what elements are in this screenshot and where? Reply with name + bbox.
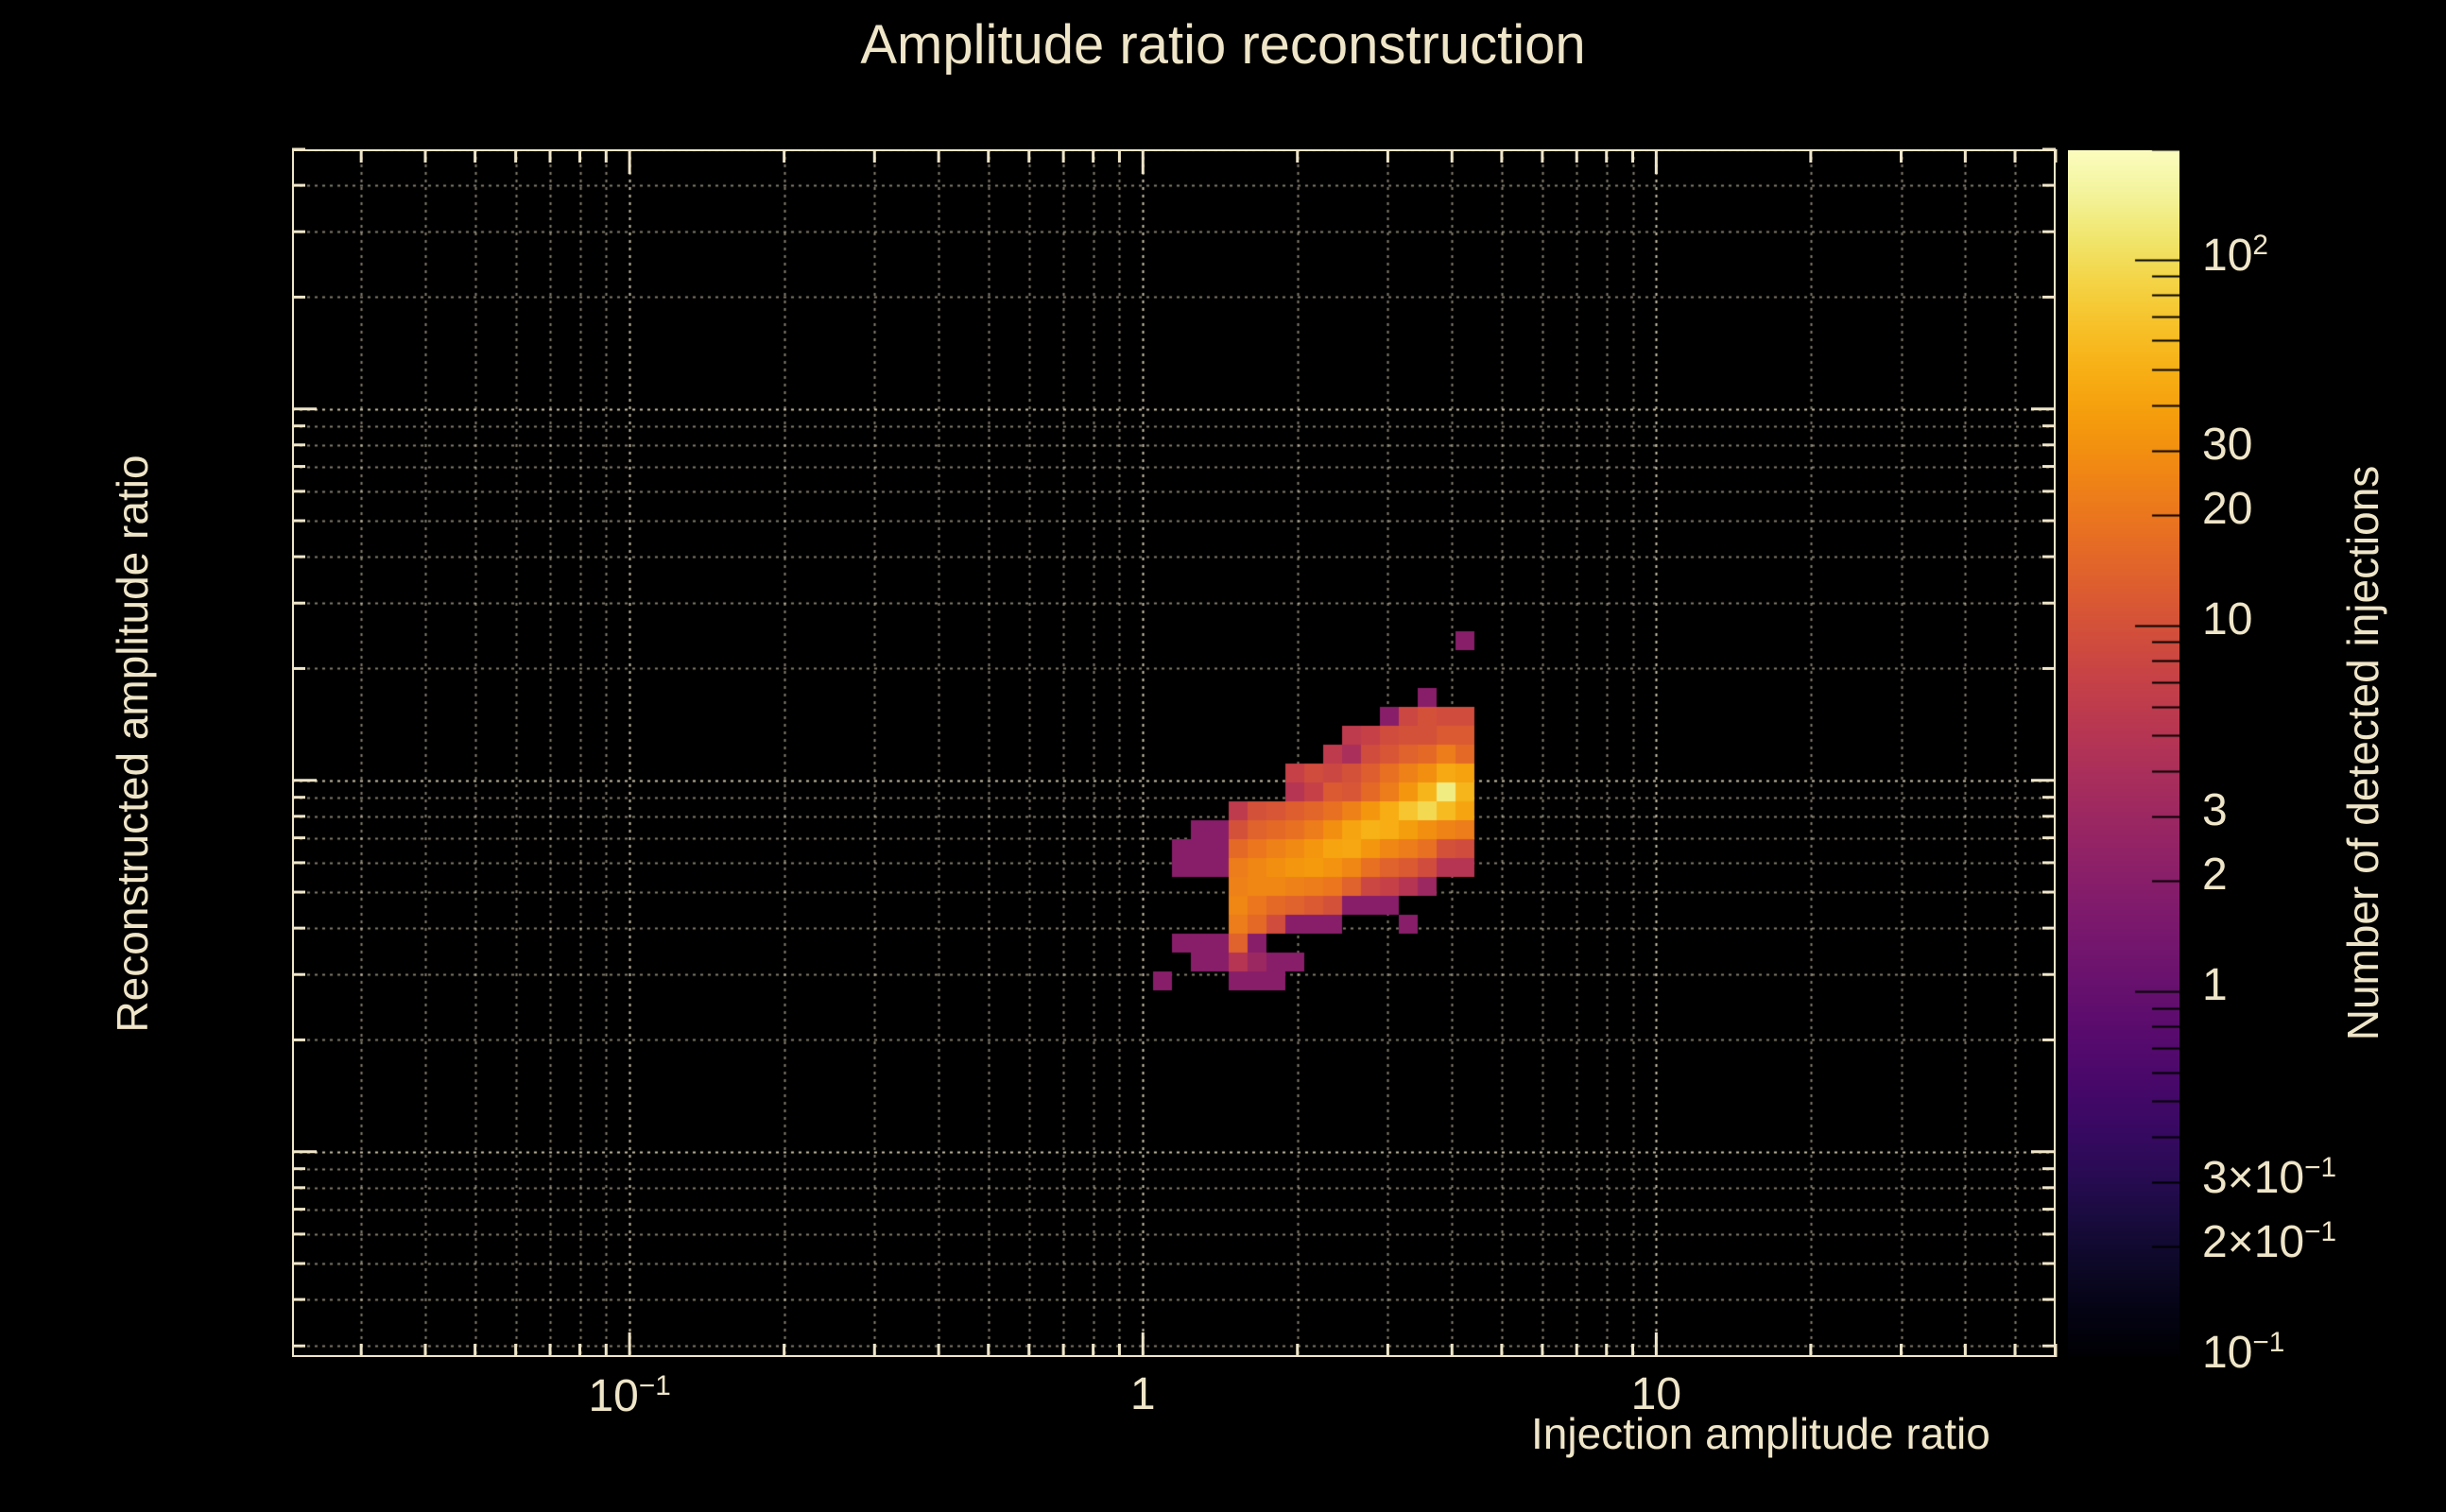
colorbar-tick-label: 102 [2202, 229, 2268, 281]
colorbar-tick-label: 2 [2202, 850, 2228, 901]
y-axis-title: Reconstructed amplitude ratio [108, 455, 157, 1033]
colorbar-tick-label: 3 [2202, 785, 2228, 836]
colorbar-frame [2067, 149, 2180, 1357]
x-axis-title: Injection amplitude ratio [1531, 1409, 1990, 1458]
x-tick-label: 1 [1129, 1369, 1156, 1419]
colorbar-title: Number of detected injections [2338, 465, 2387, 1041]
colorbar-tick-label: 10 [2202, 593, 2253, 644]
colorbar-tick-label: 30 [2202, 419, 2253, 470]
colorbar-tick-label: 2×10−1 [2202, 1216, 2337, 1268]
colorbar-tick-label: 1 [2202, 959, 2228, 1010]
x-tick-label: 10−1 [588, 1370, 671, 1421]
plot-frame [292, 149, 2056, 1357]
page-title: Amplitude ratio reconstruction [860, 14, 1586, 76]
colorbar-tick-label: 3×10−1 [2202, 1152, 2337, 1204]
colorbar-gradient [2067, 149, 2180, 1357]
x-tick-label: 10 [1630, 1369, 1682, 1419]
colorbar-tick-label: 20 [2202, 484, 2253, 535]
heatmap-data [292, 149, 2056, 1357]
colorbar-tick-label: 10−1 [2202, 1327, 2285, 1378]
x-axis-tick-labels: 10−1 1 10 [0, 1372, 2446, 1438]
colorbar-title-wrap: Number of detected injections [2334, 132, 2391, 1380]
y-axis-title-wrap: Reconstructed amplitude ratio [57, 151, 157, 1361]
